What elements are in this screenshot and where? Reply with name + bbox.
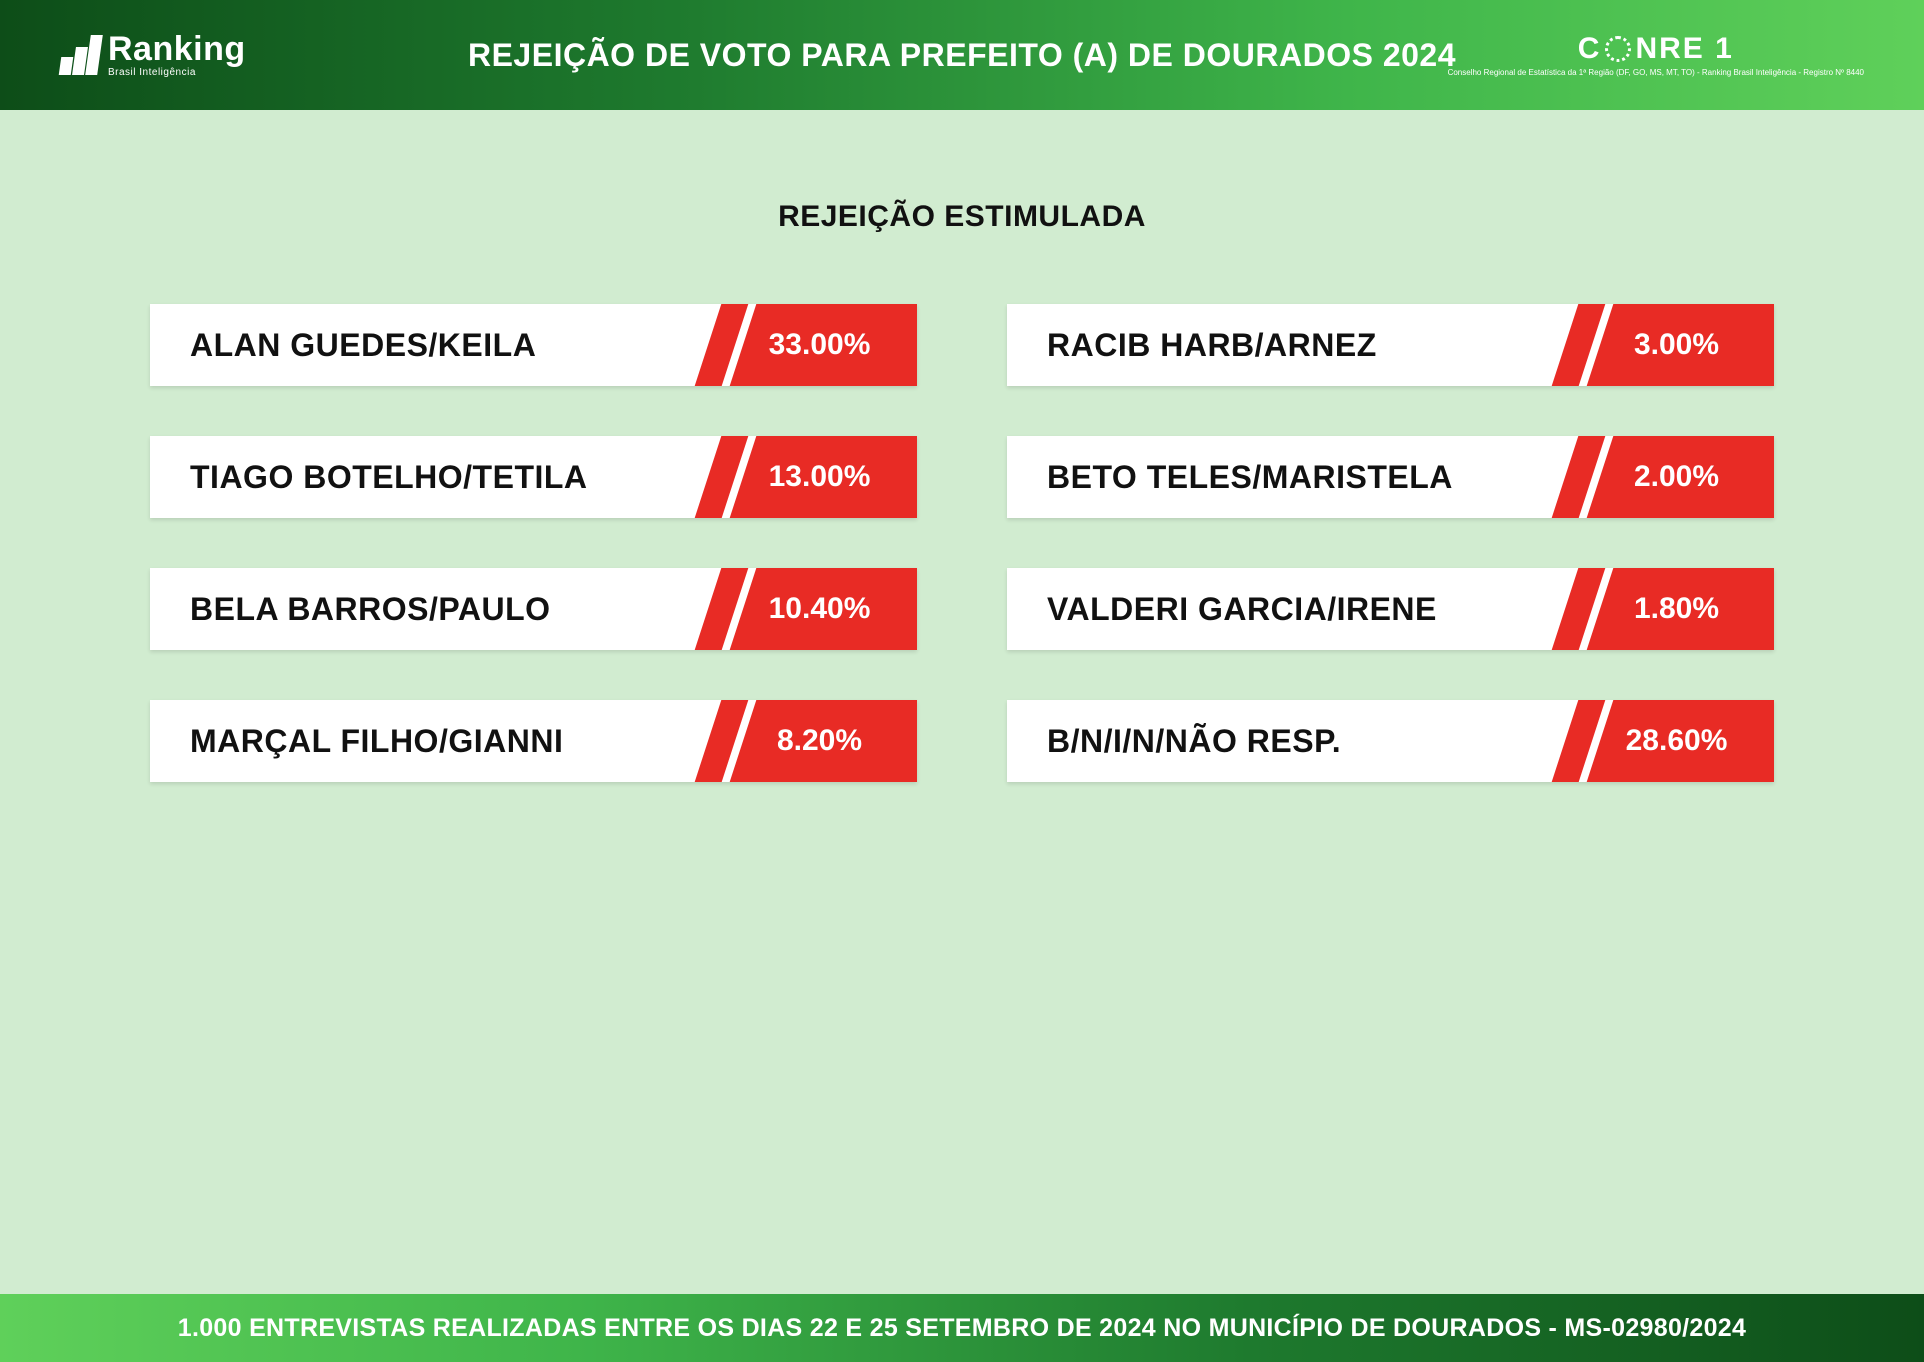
candidate-name: TIAGO BOTELHO/TETILA xyxy=(150,436,727,518)
subtitle: REJEIÇÃO ESTIMULADA xyxy=(0,200,1924,234)
pct-wrap: 8.20% xyxy=(727,700,917,782)
result-row: RACIB HARB/ARNEZ 3.00% xyxy=(1007,304,1774,386)
candidate-name: MARÇAL FILHO/GIANNI xyxy=(150,700,727,782)
pct-wrap: 10.40% xyxy=(727,568,917,650)
pct-wrap: 1.80% xyxy=(1584,568,1774,650)
result-row: B/N/I/N/NÃO RESP. 28.60% xyxy=(1007,700,1774,782)
logo-left: Ranking Brasil Inteligência xyxy=(60,32,246,78)
ranking-bars-icon xyxy=(60,35,100,75)
result-row: BETO TELES/MARISTELA 2.00% xyxy=(1007,436,1774,518)
gear-icon xyxy=(1605,36,1631,62)
logo-left-name: Ranking xyxy=(108,32,246,66)
candidate-name: VALDERI GARCIA/IRENE xyxy=(1007,568,1584,650)
footer-bar: 1.000 ENTREVISTAS REALIZADAS ENTRE OS DI… xyxy=(0,1294,1924,1362)
result-row: VALDERI GARCIA/IRENE 1.80% xyxy=(1007,568,1774,650)
logo-left-text: Ranking Brasil Inteligência xyxy=(108,32,246,78)
logo-right: C NRE 1 Conselho Regional de Estatística… xyxy=(1448,32,1864,78)
result-row: MARÇAL FILHO/GIANNI 8.20% xyxy=(150,700,917,782)
candidate-name: BELA BARROS/PAULO xyxy=(150,568,727,650)
result-row: ALAN GUEDES/KEILA 33.00% xyxy=(150,304,917,386)
header-bar: Ranking Brasil Inteligência REJEIÇÃO DE … xyxy=(0,0,1924,110)
result-row: BELA BARROS/PAULO 10.40% xyxy=(150,568,917,650)
candidate-name: ALAN GUEDES/KEILA xyxy=(150,304,727,386)
results-grid: ALAN GUEDES/KEILA 33.00% RACIB HARB/ARNE… xyxy=(0,234,1924,782)
pct-wrap: 3.00% xyxy=(1584,304,1774,386)
result-row: TIAGO BOTELHO/TETILA 13.00% xyxy=(150,436,917,518)
logo-right-brand: C NRE 1 xyxy=(1448,32,1864,66)
header-title: REJEIÇÃO DE VOTO PARA PREFEITO (A) DE DO… xyxy=(468,37,1456,74)
pct-wrap: 28.60% xyxy=(1584,700,1774,782)
pct-wrap: 33.00% xyxy=(727,304,917,386)
logo-right-rest: NRE 1 xyxy=(1635,32,1733,66)
logo-right-sub: Conselho Regional de Estatística da 1ª R… xyxy=(1448,68,1864,78)
pct-wrap: 13.00% xyxy=(727,436,917,518)
candidate-name: RACIB HARB/ARNEZ xyxy=(1007,304,1584,386)
candidate-name: B/N/I/N/NÃO RESP. xyxy=(1007,700,1584,782)
pct-wrap: 2.00% xyxy=(1584,436,1774,518)
candidate-name: BETO TELES/MARISTELA xyxy=(1007,436,1584,518)
logo-right-c: C xyxy=(1578,32,1602,66)
logo-left-sub: Brasil Inteligência xyxy=(108,68,246,78)
